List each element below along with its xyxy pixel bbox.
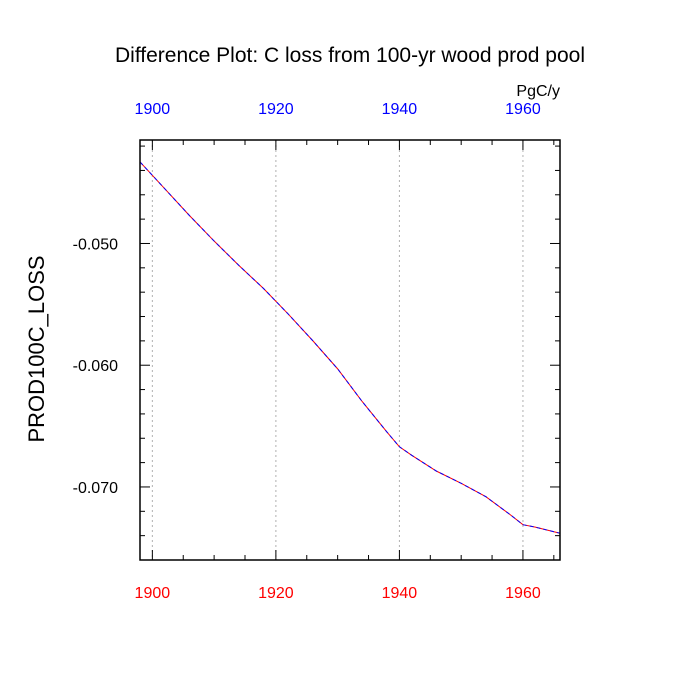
chart-title: Difference Plot: C loss from 100-yr wood… bbox=[115, 44, 585, 67]
axis-ticks bbox=[140, 140, 560, 561]
units-label: PgC/y bbox=[516, 83, 560, 100]
x-tick-label-top: 1920 bbox=[258, 101, 294, 118]
tick-labels: 1900 1900 1920 1920 1940 1940 1960 1960 -0.050 -0… bbox=[73, 101, 541, 602]
x-tick-label-bottom: 1940 bbox=[382, 585, 418, 602]
series-line-2 bbox=[139, 161, 561, 534]
y-axis-label: PROD100C_LOSS bbox=[24, 255, 49, 442]
x-tick-label-bottom: 1900 bbox=[135, 585, 171, 602]
grid-lines bbox=[151, 140, 524, 560]
plot-frame bbox=[139, 139, 561, 561]
y-tick-label: -0.060 bbox=[73, 358, 118, 375]
x-tick-label-top: 1960 bbox=[505, 101, 541, 118]
series-lines bbox=[139, 161, 561, 534]
x-tick-label-top: 1940 bbox=[382, 101, 418, 118]
y-tick-label: -0.050 bbox=[73, 236, 118, 253]
y-tick-label: -0.070 bbox=[73, 480, 118, 497]
x-tick-label-top: 1900 bbox=[135, 101, 171, 118]
x-tick-label-bottom: 1960 bbox=[505, 585, 541, 602]
x-tick-label-bottom: 1920 bbox=[258, 585, 294, 602]
series-line-1 bbox=[139, 161, 561, 534]
